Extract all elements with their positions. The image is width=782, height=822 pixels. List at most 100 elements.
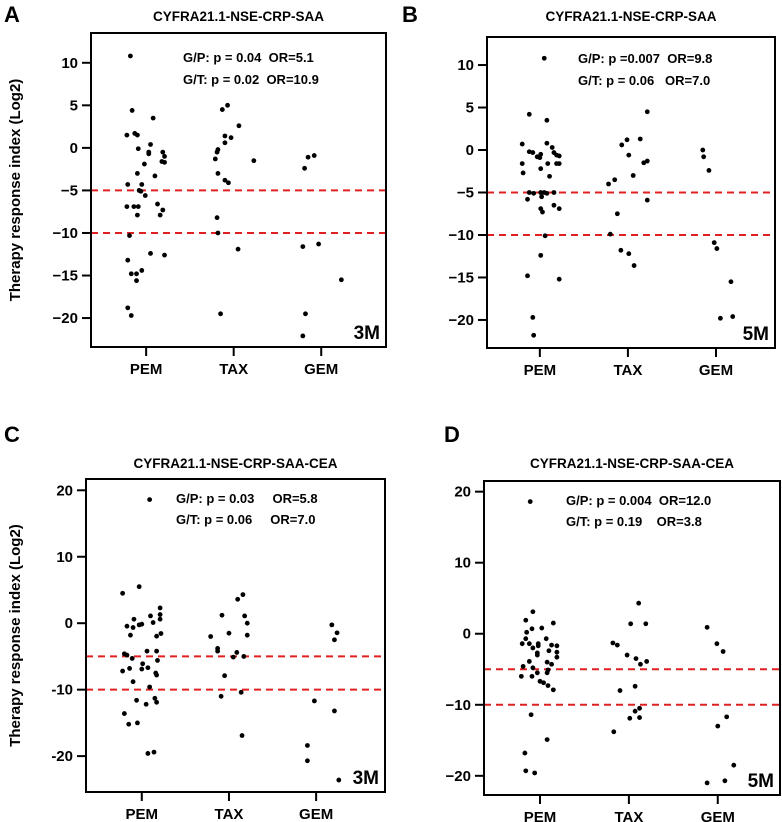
data-point-pem xyxy=(537,155,543,161)
x-tick-label: TAX xyxy=(215,806,244,822)
stats-annotation: G/T: p = 0.19 OR=3.8 xyxy=(566,514,702,529)
data-point-pem xyxy=(131,204,137,209)
data-point-tax xyxy=(644,659,650,664)
data-point-tax xyxy=(630,173,636,178)
data-point-pem xyxy=(530,609,536,615)
stats-annotation: G/P: p = 0.004 OR=12.0 xyxy=(566,493,711,508)
data-point-pem xyxy=(160,149,166,155)
data-point-pem xyxy=(538,166,544,172)
data-point-pem xyxy=(525,196,530,202)
y-tick-label: −5 xyxy=(61,182,78,199)
data-point-pem xyxy=(154,672,160,678)
data-point-gem xyxy=(332,708,337,714)
data-point-gem xyxy=(714,246,720,251)
x-tick-label: TAX xyxy=(613,362,642,379)
data-point-pem xyxy=(136,584,142,590)
data-point-gem xyxy=(704,624,710,630)
data-point-tax xyxy=(632,708,638,714)
data-point-pem xyxy=(554,654,560,660)
data-point-pem xyxy=(157,212,163,218)
data-point-tax xyxy=(222,177,228,183)
data-point-pem xyxy=(530,665,536,671)
x-tick-label: GEM xyxy=(304,361,338,378)
data-point-gem xyxy=(336,777,342,783)
data-point-tax xyxy=(626,251,632,257)
data-point-pem xyxy=(543,636,549,642)
data-point-pem xyxy=(549,145,555,150)
data-point-pem xyxy=(554,649,560,655)
data-point-tax xyxy=(626,152,632,158)
data-point-gem xyxy=(305,758,310,764)
y-tick-label: −20 xyxy=(449,312,474,329)
data-point-pem xyxy=(139,666,145,672)
data-point-gem xyxy=(704,780,710,786)
y-tick-label: 5 xyxy=(466,100,474,117)
data-point-pem xyxy=(145,751,151,756)
y-tick-label: 0 xyxy=(466,142,474,159)
y-tick-label: -20 xyxy=(51,748,73,765)
data-point-pem xyxy=(525,273,530,279)
x-tick-label: GEM xyxy=(299,806,333,822)
data-point-pem xyxy=(139,268,145,273)
data-point-gem xyxy=(305,154,311,160)
data-point-pem xyxy=(530,645,536,651)
data-point-tax xyxy=(618,247,624,253)
data-point-pem xyxy=(554,643,560,649)
data-point-pem xyxy=(162,252,167,258)
data-point-pem xyxy=(148,613,153,619)
data-point-pem xyxy=(130,679,136,685)
data-point-tax xyxy=(637,136,643,142)
data-point-pem xyxy=(541,680,546,686)
data-point-tax xyxy=(215,230,221,236)
data-point-pem xyxy=(531,190,537,196)
data-point-gem xyxy=(316,241,321,247)
x-tick-label: GEM xyxy=(701,809,735,822)
stats-annotation: G/P: p = 0.03 OR=5.8 xyxy=(176,491,318,506)
data-point-pem xyxy=(134,171,140,176)
data-point-pem xyxy=(518,673,524,679)
data-point-tax xyxy=(225,102,230,108)
data-point-tax xyxy=(607,231,613,237)
data-point-pem xyxy=(131,616,137,622)
y-axis-label: Therapy response index (Log2) xyxy=(7,79,24,302)
data-point-tax xyxy=(637,705,642,711)
data-point-tax xyxy=(240,592,246,598)
panel-label: A xyxy=(4,2,20,27)
month-label: 5M xyxy=(743,324,769,345)
data-point-gem xyxy=(329,622,335,628)
data-point-tax xyxy=(226,630,232,636)
y-tick-label: −10 xyxy=(446,697,471,714)
data-point-pem xyxy=(138,188,144,194)
data-point-tax xyxy=(241,654,247,659)
data-point-pem xyxy=(549,661,554,667)
data-point-pem xyxy=(150,620,156,625)
panel-label: D xyxy=(444,422,460,447)
data-point-pem xyxy=(160,207,166,213)
data-point-pem xyxy=(127,233,132,238)
data-point-gem xyxy=(700,147,706,153)
data-point-pem xyxy=(545,161,551,167)
y-tick-label: −5 xyxy=(457,185,474,202)
data-point-pem xyxy=(524,629,530,635)
data-point-pem xyxy=(135,204,141,209)
data-point-gem xyxy=(720,649,726,654)
data-point-tax xyxy=(637,715,642,720)
data-point-pem xyxy=(145,665,151,671)
data-point-pem xyxy=(126,721,132,727)
data-point-pem xyxy=(550,687,556,693)
data-point-tax xyxy=(610,640,616,646)
data-point-pem xyxy=(538,190,544,195)
data-point-tax xyxy=(244,632,250,638)
y-tick-label: -10 xyxy=(51,682,73,699)
y-tick-label: −15 xyxy=(53,268,78,285)
y-tick-label: −10 xyxy=(53,225,78,242)
data-point-tax xyxy=(636,600,642,606)
x-tick-label: PEM xyxy=(126,806,159,822)
data-point-pem xyxy=(527,499,533,505)
data-point-pem xyxy=(152,695,158,701)
data-point-pem xyxy=(155,201,160,207)
data-point-pem xyxy=(523,768,529,774)
data-point-tax xyxy=(238,689,244,695)
panel-title: CYFRA21.1-NSE-CRP-SAA-CEA xyxy=(530,456,734,471)
